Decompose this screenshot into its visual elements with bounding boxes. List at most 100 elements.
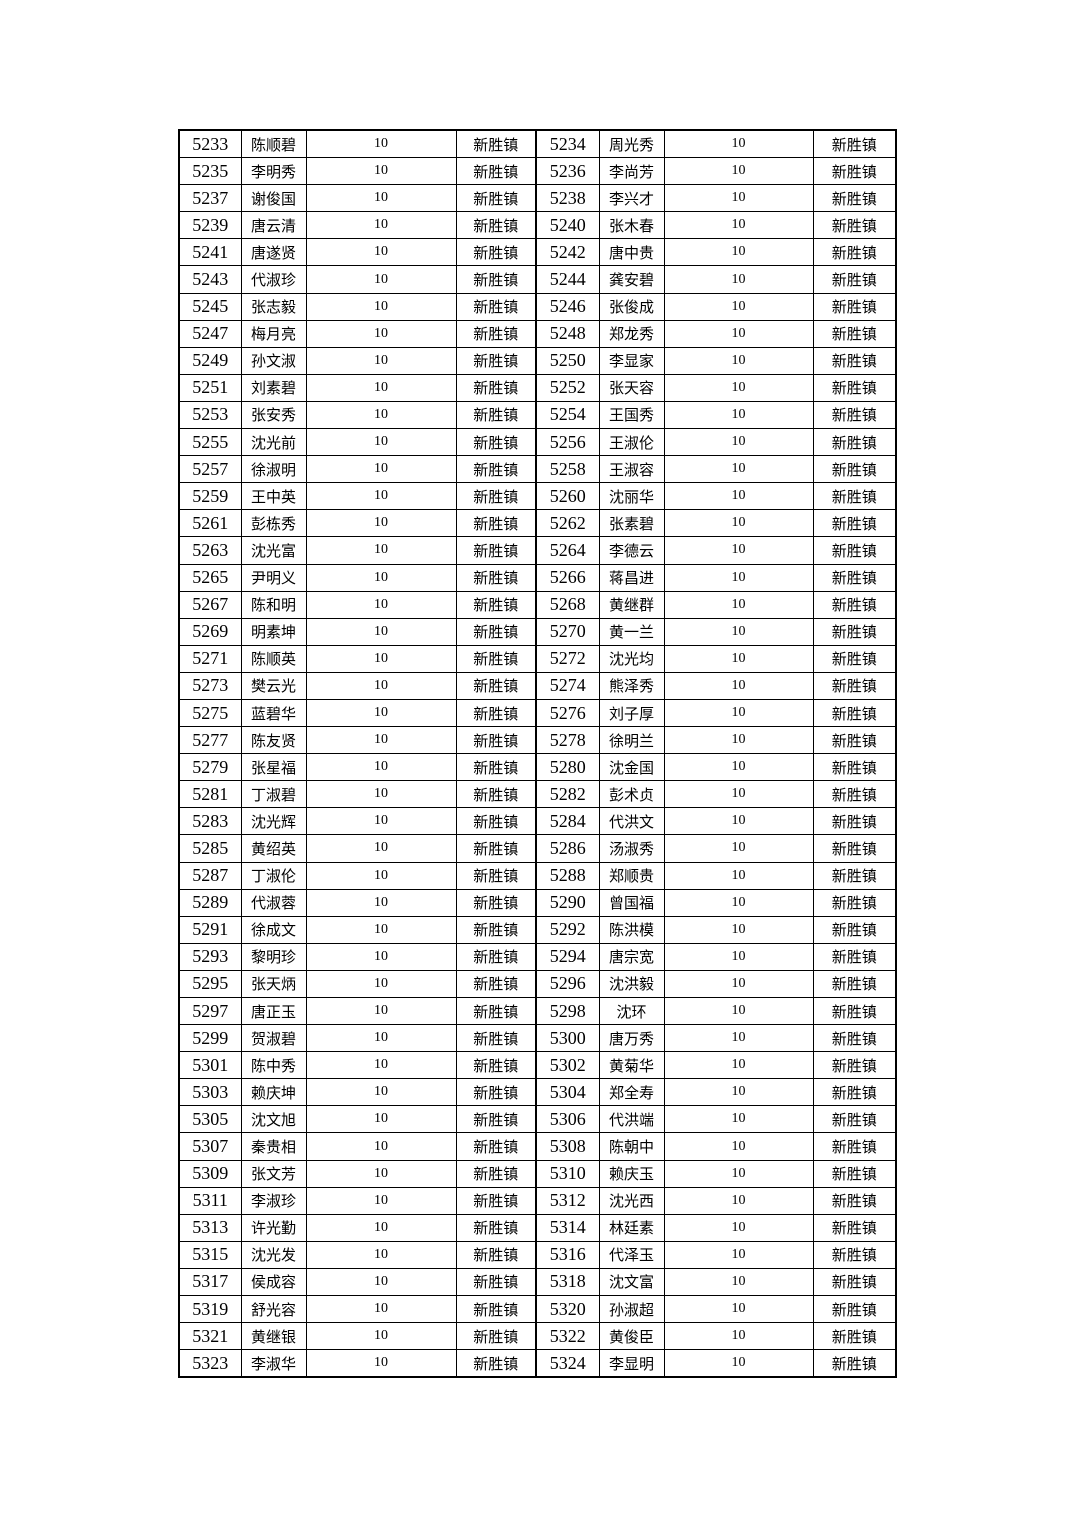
table-row: 5279 张星福 10 新胜镇 5280 沈金国 10 新胜镇	[178, 753, 897, 782]
table-row: 5263 沈光富 10 新胜镇 5264 李德云 10 新胜镇	[178, 536, 897, 565]
amount-cell: 10	[663, 1322, 814, 1351]
person-name-cell: 侯成容	[240, 1267, 307, 1297]
town-cell: 新胜镇	[812, 563, 897, 592]
person-name-cell: 梅月亮	[240, 319, 307, 348]
record-number-cell: 5244	[535, 265, 600, 294]
amount-cell: 10	[305, 238, 457, 267]
amount-cell: 10	[305, 698, 457, 728]
record-number-cell: 5292	[535, 915, 600, 944]
record-number-cell: 5289	[178, 888, 242, 917]
person-name-cell: 陈友贤	[240, 726, 307, 755]
amount-cell: 10	[663, 1349, 814, 1378]
town-cell: 新胜镇	[812, 455, 897, 484]
town-cell: 新胜镇	[455, 265, 537, 294]
record-number-cell: 5312	[535, 1186, 600, 1215]
record-number-cell: 5313	[178, 1213, 242, 1242]
amount-cell: 10	[305, 211, 457, 240]
table-row: 5293 黎明珍 10 新胜镇 5294 唐宗宽 10 新胜镇	[178, 942, 897, 971]
person-name-cell: 丁淑碧	[240, 780, 307, 809]
table-row: 5283 沈光辉 10 新胜镇 5284 代洪文 10 新胜镇	[178, 807, 897, 836]
record-number-cell: 5237	[178, 184, 242, 213]
person-name-cell: 李明秀	[240, 157, 307, 186]
amount-cell: 10	[305, 915, 457, 944]
table-row: 5233 陈顺碧 10 新胜镇 5234 周光秀 10 新胜镇	[178, 129, 897, 159]
table-row: 5289 代淑蓉 10 新胜镇 5290 曾国福 10 新胜镇	[178, 888, 897, 917]
person-name-cell: 曾国福	[598, 888, 665, 917]
town-cell: 新胜镇	[812, 753, 897, 782]
table-row: 5265 尹明义 10 新胜镇 5266 蒋昌进 10 新胜镇	[178, 563, 897, 592]
person-name-cell: 张志毅	[240, 292, 307, 321]
table-row: 5247 梅月亮 10 新胜镇 5248 郑龙秀 10 新胜镇	[178, 319, 897, 348]
town-cell: 新胜镇	[812, 184, 897, 213]
amount-cell: 10	[305, 319, 457, 348]
amount-cell: 10	[663, 1213, 814, 1242]
amount-cell: 10	[663, 726, 814, 755]
person-name-cell: 王中英	[240, 482, 307, 511]
record-number-cell: 5315	[178, 1240, 242, 1269]
record-number-cell: 5254	[535, 400, 600, 430]
amount-cell: 10	[663, 1186, 814, 1215]
record-number-cell: 5250	[535, 346, 600, 375]
amount-cell: 10	[305, 861, 457, 890]
town-cell: 新胜镇	[455, 346, 537, 375]
record-number-cell: 5283	[178, 807, 242, 836]
town-cell: 新胜镇	[812, 1349, 897, 1378]
amount-cell: 10	[663, 319, 814, 348]
town-cell: 新胜镇	[812, 1295, 897, 1324]
amount-cell: 10	[305, 1186, 457, 1215]
amount-cell: 10	[663, 807, 814, 836]
person-name-cell: 许光勤	[240, 1213, 307, 1242]
table-row: 5237 谢俊国 10 新胜镇 5238 李兴才 10 新胜镇	[178, 184, 897, 213]
table-row: 5271 陈顺英 10 新胜镇 5272 沈光均 10 新胜镇	[178, 644, 897, 673]
person-name-cell: 唐遂贤	[240, 238, 307, 267]
record-number-cell: 5279	[178, 753, 242, 782]
record-number-cell: 5300	[535, 1024, 600, 1053]
record-number-cell: 5299	[178, 1024, 242, 1053]
town-cell: 新胜镇	[812, 400, 897, 430]
table-row: 5319 舒光容 10 新胜镇 5320 孙淑超 10 新胜镇	[178, 1295, 897, 1324]
amount-cell: 10	[305, 996, 457, 1026]
person-name-cell: 沈光辉	[240, 807, 307, 836]
record-number-cell: 5239	[178, 211, 242, 240]
person-name-cell: 李德云	[598, 536, 665, 565]
record-number-cell: 5286	[535, 834, 600, 863]
person-name-cell: 沈文富	[598, 1267, 665, 1297]
person-name-cell: 谢俊国	[240, 184, 307, 213]
amount-cell: 10	[305, 671, 457, 700]
record-number-cell: 5236	[535, 157, 600, 186]
town-cell: 新胜镇	[812, 969, 897, 999]
person-name-cell: 孙文淑	[240, 346, 307, 375]
record-number-cell: 5266	[535, 563, 600, 592]
town-cell: 新胜镇	[455, 563, 537, 592]
town-cell: 新胜镇	[455, 373, 537, 402]
person-name-cell: 彭术贞	[598, 780, 665, 809]
record-number-cell: 5284	[535, 807, 600, 836]
record-number-cell: 5290	[535, 888, 600, 917]
amount-cell: 10	[663, 346, 814, 375]
town-cell: 新胜镇	[455, 1295, 537, 1324]
person-name-cell: 王淑伦	[598, 428, 665, 457]
town-cell: 新胜镇	[455, 184, 537, 213]
table-row: 5321 黄继银 10 新胜镇 5322 黄俊臣 10 新胜镇	[178, 1322, 897, 1351]
record-number-cell: 5245	[178, 292, 242, 321]
amount-cell: 10	[663, 265, 814, 294]
person-name-cell: 黄继群	[598, 590, 665, 619]
amount-cell: 10	[305, 265, 457, 294]
town-cell: 新胜镇	[455, 807, 537, 836]
amount-cell: 10	[663, 428, 814, 457]
table-row: 5275 蓝碧华 10 新胜镇 5276 刘子厚 10 新胜镇	[178, 698, 897, 728]
amount-cell: 10	[305, 509, 457, 538]
person-name-cell: 唐万秀	[598, 1024, 665, 1053]
person-name-cell: 唐云清	[240, 211, 307, 240]
table-row: 5243 代淑珍 10 新胜镇 5244 龚安碧 10 新胜镇	[178, 265, 897, 294]
record-number-cell: 5295	[178, 969, 242, 999]
amount-cell: 10	[663, 1240, 814, 1269]
amount-cell: 10	[305, 1105, 457, 1134]
record-number-cell: 5255	[178, 428, 242, 457]
record-number-cell: 5234	[535, 129, 600, 159]
amount-cell: 10	[663, 129, 814, 159]
person-name-cell: 沈丽华	[598, 482, 665, 511]
amount-cell: 10	[305, 157, 457, 186]
town-cell: 新胜镇	[812, 915, 897, 944]
person-name-cell: 唐正玉	[240, 996, 307, 1026]
